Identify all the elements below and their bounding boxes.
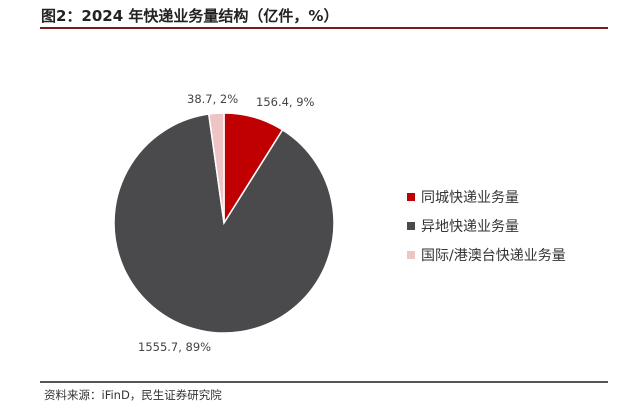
chart-title: 图2：2024 年快递业务量结构（亿件，%） xyxy=(41,7,339,25)
chart-legend: 同城快递业务量 异地快递业务量 国际/港澳台快递业务量 xyxy=(407,185,566,272)
legend-label-intercity: 异地快递业务量 xyxy=(421,219,519,235)
source-note: 资料来源：iFinD，民生证券研究院 xyxy=(44,388,222,402)
pie-slices xyxy=(113,112,335,334)
data-label-intercity: 1555.7, 89% xyxy=(138,340,211,354)
legend-swatch-international xyxy=(407,251,415,259)
legend-item-intercity: 异地快递业务量 xyxy=(407,214,566,238)
legend-item-international: 国际/港澳台快递业务量 xyxy=(407,243,566,267)
legend-item-local: 同城快递业务量 xyxy=(407,185,566,209)
data-label-local: 156.4, 9% xyxy=(256,95,315,109)
legend-label-international: 国际/港澳台快递业务量 xyxy=(421,248,566,264)
title-divider xyxy=(40,27,608,29)
footer-divider xyxy=(40,381,608,383)
legend-swatch-intercity xyxy=(407,222,415,230)
pie-slice-international xyxy=(207,112,225,224)
data-label-international: 38.7, 2% xyxy=(187,92,238,106)
pie-slice-intercity xyxy=(113,113,335,334)
legend-label-local: 同城快递业务量 xyxy=(421,190,519,206)
legend-swatch-local xyxy=(407,193,415,201)
pie-data-labels: 156.4, 9% 1555.7, 89% 38.7, 2% xyxy=(138,92,315,354)
